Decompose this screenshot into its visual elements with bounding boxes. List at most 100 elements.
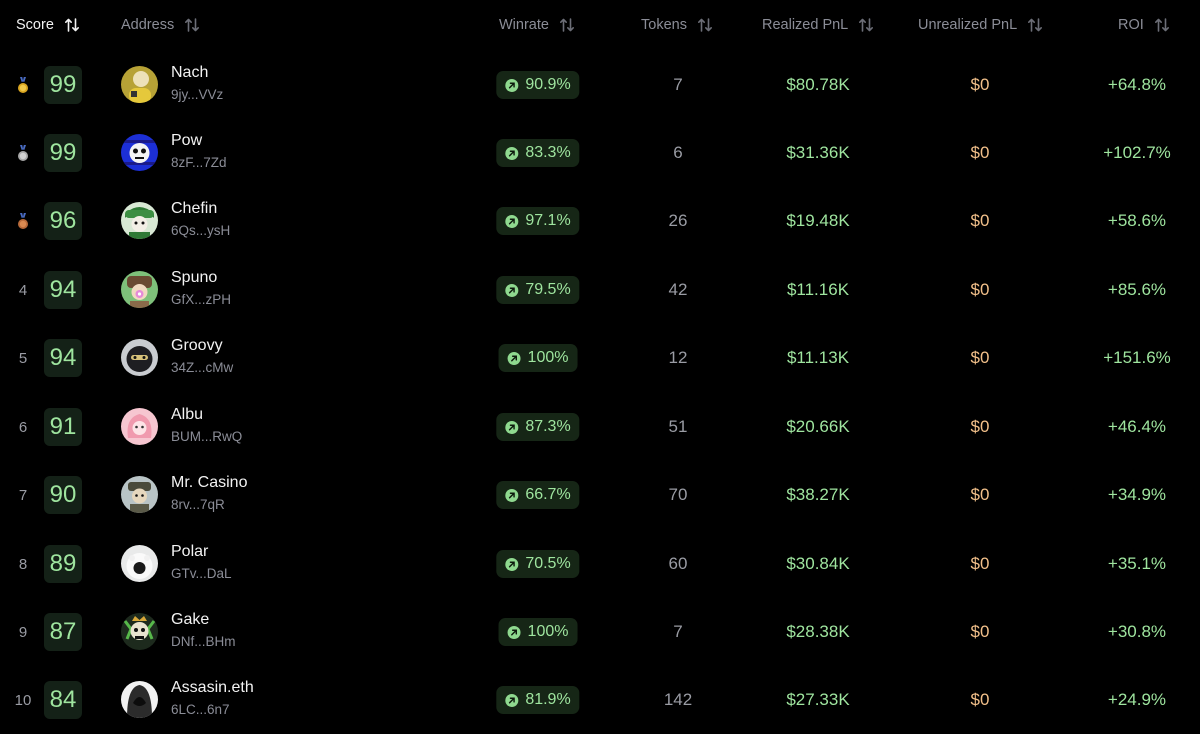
tokens-count: 7 xyxy=(638,598,718,666)
unrealized-pnl: $0 xyxy=(920,393,1040,461)
wallet-address: 6Qs...ysH xyxy=(171,223,230,238)
avatar[interactable] xyxy=(121,681,158,718)
realized-pnl: $80.78K xyxy=(758,51,878,119)
trader-name[interactable]: Polar xyxy=(171,543,208,561)
sort-arrows-icon[interactable] xyxy=(697,17,713,33)
table-row[interactable]: 96 Chefin 6Qs...ysH 97.1% 26 $19.48K $0 … xyxy=(0,187,1200,255)
header-realized-pnl[interactable]: Realized PnL xyxy=(762,0,874,50)
roi-value: +151.6% xyxy=(1082,324,1192,392)
wallet-address: 9jy...VVz xyxy=(171,87,223,102)
header-score[interactable]: Score xyxy=(16,0,80,50)
table-row[interactable]: 99 Pow 8zF...7Zd 83.3% 6 $31.36K $0 +102… xyxy=(0,119,1200,187)
wallet-address: BUM...RwQ xyxy=(171,429,242,444)
score-badge: 94 xyxy=(44,271,82,309)
realized-pnl: $19.48K xyxy=(758,187,878,255)
trader-name[interactable]: Chefin xyxy=(171,200,217,218)
trader-name[interactable]: Nach xyxy=(171,64,208,82)
sort-arrows-icon[interactable] xyxy=(858,17,874,33)
rank-cell: 5 xyxy=(10,324,36,392)
winrate-badge: 97.1% xyxy=(496,207,579,235)
tokens-count: 60 xyxy=(638,530,718,598)
avatar[interactable] xyxy=(121,613,158,650)
avatar[interactable] xyxy=(121,476,158,513)
roi-value: +58.6% xyxy=(1082,187,1192,255)
avatar[interactable] xyxy=(121,408,158,445)
avatar[interactable] xyxy=(121,271,158,308)
table-row[interactable]: 7 90 Mr. Casino 8rv...7qR 66.7% 70 $38.2… xyxy=(0,461,1200,529)
roi-value: +85.6% xyxy=(1082,256,1192,324)
winrate-badge: 87.3% xyxy=(496,413,579,441)
gold-medal-icon xyxy=(17,77,29,94)
realized-pnl: $38.27K xyxy=(758,461,878,529)
avatar[interactable] xyxy=(121,134,158,171)
header-tokens[interactable]: Tokens xyxy=(641,0,713,50)
arrow-up-right-icon xyxy=(505,147,518,160)
unrealized-pnl: $0 xyxy=(920,598,1040,666)
trader-name[interactable]: Mr. Casino xyxy=(171,474,247,492)
score-badge: 89 xyxy=(44,545,82,583)
rank-cell: 8 xyxy=(10,530,36,598)
table-row[interactable]: 9 87 Gake DNf...BHm 100% 7 $28.38K $0 +3… xyxy=(0,598,1200,666)
rank-cell: 7 xyxy=(10,461,36,529)
table-row[interactable]: 99 Nach 9jy...VVz 90.9% 7 $80.78K $0 +64… xyxy=(0,51,1200,119)
rank-cell xyxy=(10,119,36,187)
winrate-badge: 100% xyxy=(499,344,578,372)
roi-value: +102.7% xyxy=(1082,119,1192,187)
sort-arrows-icon[interactable] xyxy=(1154,17,1170,33)
score-badge: 84 xyxy=(44,681,82,719)
table-header: Score Address Winrate Tokens Realized Pn… xyxy=(0,0,1200,50)
header-winrate[interactable]: Winrate xyxy=(499,0,575,50)
realized-pnl: $11.13K xyxy=(758,324,878,392)
winrate-badge: 70.5% xyxy=(496,550,579,578)
tokens-count: 142 xyxy=(638,666,718,734)
winrate-badge: 100% xyxy=(499,618,578,646)
unrealized-pnl: $0 xyxy=(920,256,1040,324)
score-badge: 87 xyxy=(44,613,82,651)
tokens-count: 12 xyxy=(638,324,718,392)
trader-name[interactable]: Pow xyxy=(171,132,202,150)
roi-value: +24.9% xyxy=(1082,666,1192,734)
trader-name[interactable]: Assasin.eth xyxy=(171,679,254,697)
trader-name[interactable]: Groovy xyxy=(171,337,223,355)
table-row[interactable]: 10 84 Assasin.eth 6LC...6n7 81.9% 142 $2… xyxy=(0,666,1200,734)
header-unrealized-pnl[interactable]: Unrealized PnL xyxy=(918,0,1043,50)
arrow-up-right-icon xyxy=(505,284,518,297)
rank-cell xyxy=(10,51,36,119)
sort-arrows-icon[interactable] xyxy=(184,17,200,33)
sort-arrows-icon[interactable] xyxy=(64,17,80,33)
unrealized-pnl: $0 xyxy=(920,666,1040,734)
tokens-count: 51 xyxy=(638,393,718,461)
trader-name[interactable]: Spuno xyxy=(171,269,217,287)
tokens-count: 6 xyxy=(638,119,718,187)
tokens-count: 70 xyxy=(638,461,718,529)
roi-value: +64.8% xyxy=(1082,51,1192,119)
wallet-address: 6LC...6n7 xyxy=(171,702,230,717)
realized-pnl: $11.16K xyxy=(758,256,878,324)
avatar[interactable] xyxy=(121,66,158,103)
score-badge: 91 xyxy=(44,408,82,446)
table-row[interactable]: 6 91 Albu BUM...RwQ 87.3% 51 $20.66K $0 … xyxy=(0,393,1200,461)
trader-name[interactable]: Gake xyxy=(171,611,209,629)
score-badge: 99 xyxy=(44,134,82,172)
arrow-up-right-icon xyxy=(508,352,521,365)
silver-medal-icon xyxy=(17,145,29,162)
header-address[interactable]: Address xyxy=(121,0,200,50)
unrealized-pnl: $0 xyxy=(920,324,1040,392)
arrow-up-right-icon xyxy=(505,558,518,571)
winrate-badge: 79.5% xyxy=(496,276,579,304)
table-row[interactable]: 8 89 Polar GTv...DaL 70.5% 60 $30.84K $0… xyxy=(0,530,1200,598)
avatar[interactable] xyxy=(121,339,158,376)
avatar[interactable] xyxy=(121,202,158,239)
table-row[interactable]: 5 94 Groovy 34Z...cMw 100% 12 $11.13K $0… xyxy=(0,324,1200,392)
sort-arrows-icon[interactable] xyxy=(559,17,575,33)
realized-pnl: $28.38K xyxy=(758,598,878,666)
trader-name[interactable]: Albu xyxy=(171,406,203,424)
sort-arrows-icon[interactable] xyxy=(1027,17,1043,33)
table-row[interactable]: 4 94 Spuno GfX...zPH 79.5% 42 $11.16K $0… xyxy=(0,256,1200,324)
winrate-badge: 83.3% xyxy=(496,139,579,167)
header-roi[interactable]: ROI xyxy=(1118,0,1170,50)
rank-cell: 10 xyxy=(10,666,36,734)
rank-cell: 6 xyxy=(10,393,36,461)
bronze-medal-icon xyxy=(17,213,29,230)
avatar[interactable] xyxy=(121,545,158,582)
